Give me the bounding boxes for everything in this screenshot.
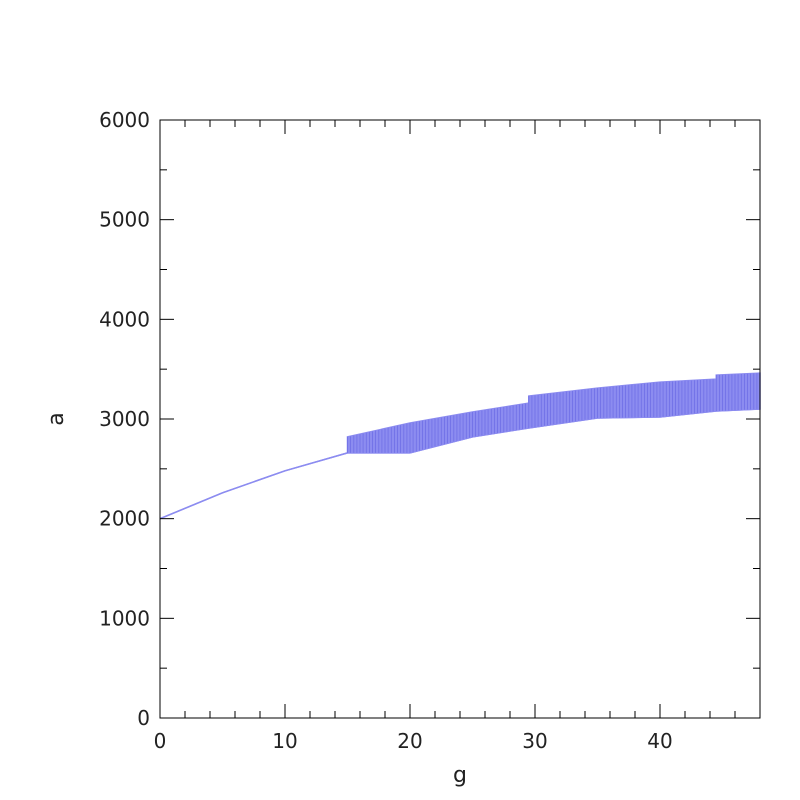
band-hatching (347, 373, 761, 453)
x-tick-label: 40 (647, 729, 672, 753)
y-axis-label: a (44, 412, 69, 425)
x-tick-label: 20 (397, 729, 422, 753)
y-tick-label: 1000 (99, 606, 150, 630)
y-tick-label: 4000 (99, 307, 150, 331)
x-tick-label: 10 (272, 729, 297, 753)
x-tick-label: 30 (522, 729, 547, 753)
band-area (159, 372, 761, 520)
tick-labels: 0 10 20 30 40 0 1000 2000 3000 4000 5000 6000 (99, 108, 673, 753)
y-tick-label: 0 (137, 706, 150, 730)
x-tick-label: 0 (154, 729, 167, 753)
y-tick-label: 2000 (99, 507, 150, 531)
y-tick-label: 5000 (99, 208, 150, 232)
x-axis-label: g (453, 763, 467, 788)
y-tick-label: 3000 (99, 407, 150, 431)
axis-ticks (159, 119, 761, 719)
y-tick-label: 6000 (99, 108, 150, 132)
uncertainty-band (159, 372, 761, 520)
